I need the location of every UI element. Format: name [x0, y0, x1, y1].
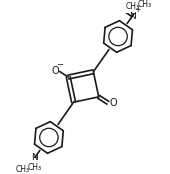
Text: CH₃: CH₃ — [137, 0, 151, 9]
Text: O: O — [109, 98, 117, 108]
Text: CH₃: CH₃ — [27, 163, 41, 172]
Text: CH₃: CH₃ — [125, 2, 140, 11]
Text: N: N — [31, 153, 38, 162]
Text: +: + — [135, 5, 141, 14]
Text: CH₃: CH₃ — [16, 165, 30, 174]
Text: −: − — [56, 60, 63, 69]
Text: O: O — [51, 66, 59, 76]
Text: N: N — [129, 12, 136, 21]
